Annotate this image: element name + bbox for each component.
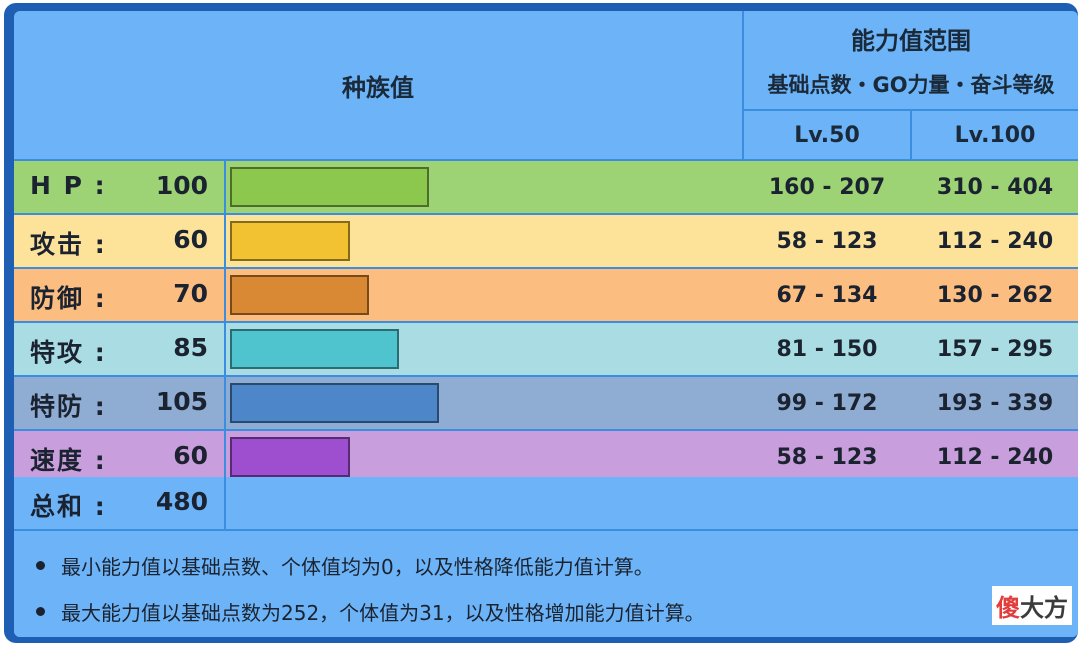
- base-stats-header: 种族值: [14, 11, 742, 159]
- lv50-range: 58 - 123: [776, 228, 878, 254]
- stat-label-cell: 速度 : 60: [14, 431, 224, 483]
- lv50-range: 160 - 207: [768, 174, 886, 200]
- stat-value: 100: [155, 171, 208, 200]
- divider: [744, 109, 1078, 111]
- total-value: 480: [155, 487, 208, 516]
- stat-bar: [230, 221, 350, 261]
- total-label-cell: 总和 : 480: [14, 477, 224, 529]
- lv100-range: 310 - 404: [936, 174, 1054, 200]
- stat-bar-track: [226, 269, 742, 321]
- stat-row: 速度 : 60 58 - 123 112 - 240: [14, 431, 1078, 483]
- stat-name: 攻击 :: [30, 230, 107, 259]
- stat-label-cell: 特防 : 105: [14, 377, 224, 429]
- stat-bar-track: [226, 431, 742, 483]
- stat-label-cell: H P : 100: [14, 161, 224, 213]
- stat-value: 60: [173, 441, 208, 470]
- stat-value: 85: [173, 333, 208, 362]
- divider: [14, 213, 1078, 215]
- note-max: 最大能力值以基础点数为252，个体值为31，以及性格增加能力值计算。: [36, 597, 705, 626]
- bullet-icon: [36, 561, 45, 570]
- lv100-range: 130 - 262: [936, 282, 1054, 308]
- stat-name: H P :: [30, 171, 107, 200]
- divider: [14, 321, 1078, 323]
- divider: [224, 161, 226, 529]
- stat-bar: [230, 437, 350, 477]
- range-title: 能力值范围: [851, 26, 971, 55]
- lv100-range: 112 - 240: [936, 444, 1054, 470]
- lv50-range: 67 - 134: [776, 282, 878, 308]
- divider: [14, 267, 1078, 269]
- stat-bar: [230, 167, 429, 207]
- stats-frame: 种族值 能力值范围 基础点数・GO力量・奋斗等级 Lv.50 Lv.100 H …: [4, 3, 1078, 643]
- stat-name: 特防 :: [30, 392, 107, 421]
- note-min: 最小能力值以基础点数、个体值均为0，以及性格降低能力值计算。: [36, 551, 654, 580]
- watermark-logo: 傻大方: [992, 586, 1072, 625]
- base-stats-label: 种族值: [342, 73, 414, 102]
- stat-label-cell: 攻击 : 60: [14, 215, 224, 267]
- stat-name: 特攻 :: [30, 338, 107, 367]
- lv100-header: Lv.100: [954, 122, 1036, 148]
- bullet-icon: [36, 607, 45, 616]
- lv50-range: 99 - 172: [776, 390, 878, 416]
- lv100-range: 193 - 339: [936, 390, 1054, 416]
- lv50-header: Lv.50: [794, 122, 860, 148]
- stat-row: 攻击 : 60 58 - 123 112 - 240: [14, 215, 1078, 267]
- stat-value: 105: [155, 387, 208, 416]
- stat-name: 防御 :: [30, 284, 107, 313]
- range-subtitle: 基础点数・GO力量・奋斗等级: [767, 73, 1055, 97]
- divider: [14, 159, 1078, 161]
- stat-row: H P : 100 160 - 207 310 - 404: [14, 161, 1078, 213]
- divider: [14, 429, 1078, 431]
- stat-value: 60: [173, 225, 208, 254]
- stats-table: 种族值 能力值范围 基础点数・GO力量・奋斗等级 Lv.50 Lv.100 H …: [14, 11, 1078, 637]
- stat-bar-track: [226, 161, 742, 213]
- stat-name: 速度 :: [30, 446, 107, 475]
- stat-value: 70: [173, 279, 208, 308]
- stat-row: 防御 : 70 67 - 134 130 - 262: [14, 269, 1078, 321]
- stat-bar: [230, 329, 399, 369]
- stat-bar-track: [226, 377, 742, 429]
- stat-bar: [230, 275, 369, 315]
- divider: [14, 375, 1078, 377]
- stat-label-cell: 防御 : 70: [14, 269, 224, 321]
- divider: [14, 529, 1078, 531]
- stat-bar: [230, 383, 439, 423]
- total-name: 总和 :: [30, 492, 107, 521]
- stat-bar-track: [226, 215, 742, 267]
- total-row: 总和 : 480: [14, 477, 1078, 529]
- stat-row: 特攻 : 85 81 - 150 157 - 295: [14, 323, 1078, 375]
- lv50-range: 81 - 150: [776, 336, 878, 362]
- lv100-range: 112 - 240: [936, 228, 1054, 254]
- lv50-range: 58 - 123: [776, 444, 878, 470]
- stat-label-cell: 特攻 : 85: [14, 323, 224, 375]
- lv100-range: 157 - 295: [936, 336, 1054, 362]
- stat-bar-track: [226, 323, 742, 375]
- notes-section: 最小能力值以基础点数、个体值均为0，以及性格降低能力值计算。 最大能力值以基础点…: [14, 531, 1078, 637]
- stat-row: 特防 : 105 99 - 172 193 - 339: [14, 377, 1078, 429]
